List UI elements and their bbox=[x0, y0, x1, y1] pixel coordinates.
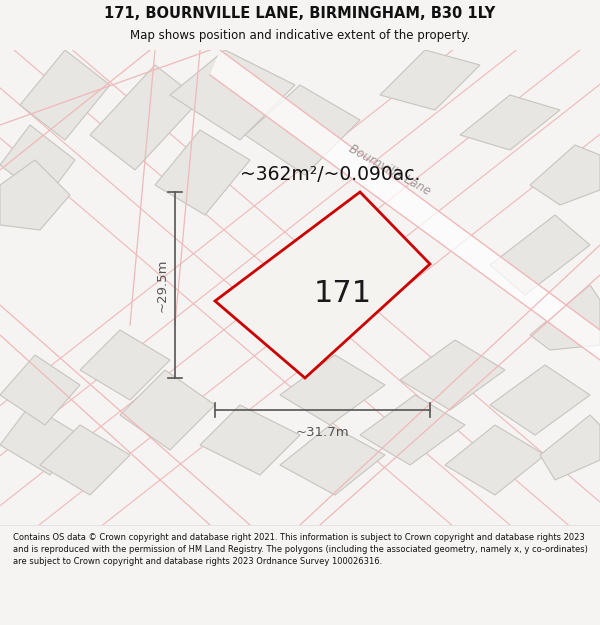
Polygon shape bbox=[280, 355, 385, 425]
Polygon shape bbox=[0, 355, 80, 425]
Polygon shape bbox=[280, 425, 385, 495]
Text: ~31.7m: ~31.7m bbox=[296, 426, 349, 439]
Polygon shape bbox=[20, 50, 110, 140]
Polygon shape bbox=[460, 95, 560, 150]
Text: ~29.5m: ~29.5m bbox=[156, 258, 169, 312]
Polygon shape bbox=[530, 145, 600, 205]
Polygon shape bbox=[200, 405, 300, 475]
Polygon shape bbox=[40, 425, 130, 495]
Text: 171: 171 bbox=[313, 279, 371, 308]
Text: Map shows position and indicative extent of the property.: Map shows position and indicative extent… bbox=[130, 29, 470, 42]
Polygon shape bbox=[80, 330, 170, 400]
Polygon shape bbox=[490, 365, 590, 435]
Polygon shape bbox=[170, 50, 295, 140]
Polygon shape bbox=[155, 130, 250, 215]
Polygon shape bbox=[120, 370, 215, 450]
Polygon shape bbox=[380, 50, 480, 110]
Polygon shape bbox=[400, 340, 505, 410]
Polygon shape bbox=[90, 65, 200, 170]
Polygon shape bbox=[0, 125, 75, 200]
Polygon shape bbox=[215, 192, 430, 378]
Polygon shape bbox=[540, 415, 600, 480]
Polygon shape bbox=[0, 405, 80, 475]
Polygon shape bbox=[0, 160, 70, 230]
Text: ~362m²/~0.090ac.: ~362m²/~0.090ac. bbox=[240, 166, 421, 184]
Polygon shape bbox=[360, 395, 465, 465]
Text: 171, BOURNVILLE LANE, BIRMINGHAM, B30 1LY: 171, BOURNVILLE LANE, BIRMINGHAM, B30 1L… bbox=[104, 6, 496, 21]
Text: Contains OS data © Crown copyright and database right 2021. This information is : Contains OS data © Crown copyright and d… bbox=[13, 533, 588, 566]
Polygon shape bbox=[490, 215, 590, 295]
Polygon shape bbox=[245, 85, 360, 175]
Polygon shape bbox=[530, 285, 600, 350]
Polygon shape bbox=[445, 425, 545, 495]
Text: Bournville Lane: Bournville Lane bbox=[347, 142, 433, 198]
Polygon shape bbox=[210, 50, 600, 360]
